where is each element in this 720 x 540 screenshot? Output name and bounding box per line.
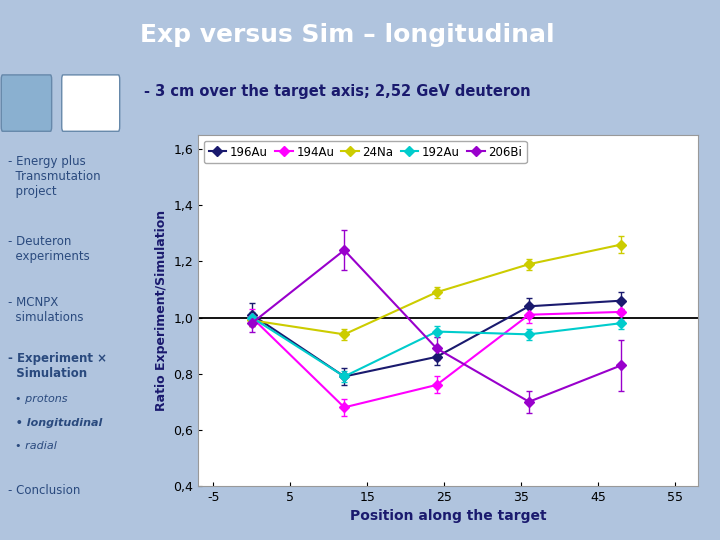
- Text: Exp versus Sim – longitudinal: Exp versus Sim – longitudinal: [140, 23, 555, 47]
- Text: - Experiment ×
  Simulation: - Experiment × Simulation: [7, 352, 107, 380]
- Text: • radial: • radial: [7, 441, 56, 451]
- X-axis label: Position along the target: Position along the target: [350, 509, 546, 523]
- Text: - 3 cm over the target axis; 2,52 GeV deuteron: - 3 cm over the target axis; 2,52 GeV de…: [144, 84, 531, 99]
- Y-axis label: Ratio Experiment/Simulation: Ratio Experiment/Simulation: [155, 210, 168, 411]
- Text: - MCNPX
  simulations: - MCNPX simulations: [7, 296, 83, 323]
- Legend: 196Au, 194Au, 24Na, 192Au, 206Bi: 196Au, 194Au, 24Na, 192Au, 206Bi: [204, 141, 527, 163]
- Text: - Energy plus
  Transmutation
  project: - Energy plus Transmutation project: [7, 155, 100, 198]
- Text: • protons: • protons: [7, 394, 67, 404]
- Text: - Conclusion: - Conclusion: [7, 484, 80, 497]
- Text: - Deuteron
  experiments: - Deuteron experiments: [7, 234, 89, 262]
- FancyBboxPatch shape: [1, 75, 52, 131]
- Text: • longitudinal: • longitudinal: [7, 418, 102, 428]
- FancyBboxPatch shape: [62, 75, 120, 131]
